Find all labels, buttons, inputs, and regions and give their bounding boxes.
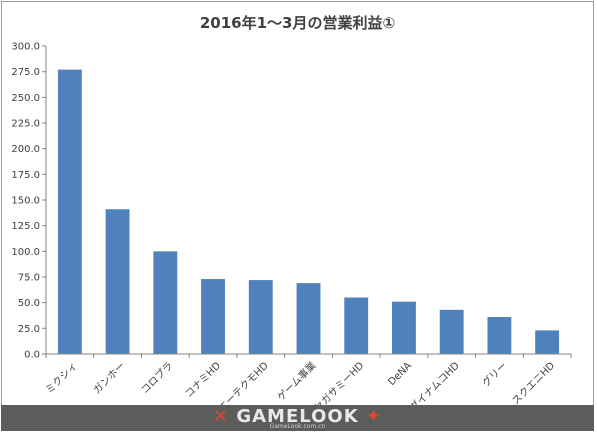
x-category-label: コナミHD — [183, 359, 224, 400]
y-tick-label: 50.0 — [18, 298, 40, 309]
bar — [296, 283, 321, 354]
watermark-url: GameLook.com.cn — [269, 423, 326, 430]
watermark-logo-text: GAMELOOK — [236, 406, 359, 427]
bar — [344, 297, 369, 354]
bar — [535, 330, 560, 354]
watermark-banner: ✕ GAMELOOK ✦ GameLook.com.cn — [1, 405, 594, 431]
x-category-label: ガンホー — [91, 360, 128, 397]
bar — [487, 317, 512, 354]
x-category-label: スクエニHD — [510, 359, 558, 407]
watermark-mark-right: ✦ — [365, 406, 383, 427]
y-tick-label: 25.0 — [18, 324, 40, 335]
bar — [392, 301, 416, 354]
y-tick-label: 175.0 — [11, 170, 40, 181]
y-tick-label: 75.0 — [18, 273, 40, 284]
bar — [153, 251, 178, 354]
bar — [248, 280, 273, 354]
x-category-label: ゲーム事業 — [274, 359, 318, 403]
y-tick-label: 125.0 — [11, 221, 40, 232]
watermark-mark-left: ✕ — [212, 406, 230, 427]
y-tick-label: 0.0 — [24, 350, 40, 361]
y-tick-label: 150.0 — [11, 196, 40, 207]
x-category-label: コロプラ — [139, 360, 176, 397]
bars — [57, 69, 560, 354]
y-axis: 0.0 25.0 50.0 75.0 100.0 125.0 150.0 175.0 200.0… — [11, 42, 47, 361]
y-tick-label: 250.0 — [11, 93, 40, 104]
x-category-label: ミクシィ — [43, 360, 80, 397]
y-tick-label: 200.0 — [11, 144, 40, 155]
bar — [439, 309, 464, 354]
y-tick-label: 275.0 — [11, 67, 40, 78]
x-category-label: DeNA — [386, 360, 414, 388]
bar — [201, 279, 225, 354]
bar — [105, 209, 130, 354]
y-tick-label: 300.0 — [11, 42, 40, 53]
y-tick-label: 225.0 — [11, 119, 40, 130]
x-category-label: グリー — [479, 359, 509, 389]
y-tick-label: 100.0 — [11, 247, 40, 258]
watermark-logo: ✕ GAMELOOK ✦ — [1, 406, 594, 427]
chart-title: 2016年1～3月の営業利益① — [199, 14, 396, 32]
bar — [57, 69, 82, 354]
